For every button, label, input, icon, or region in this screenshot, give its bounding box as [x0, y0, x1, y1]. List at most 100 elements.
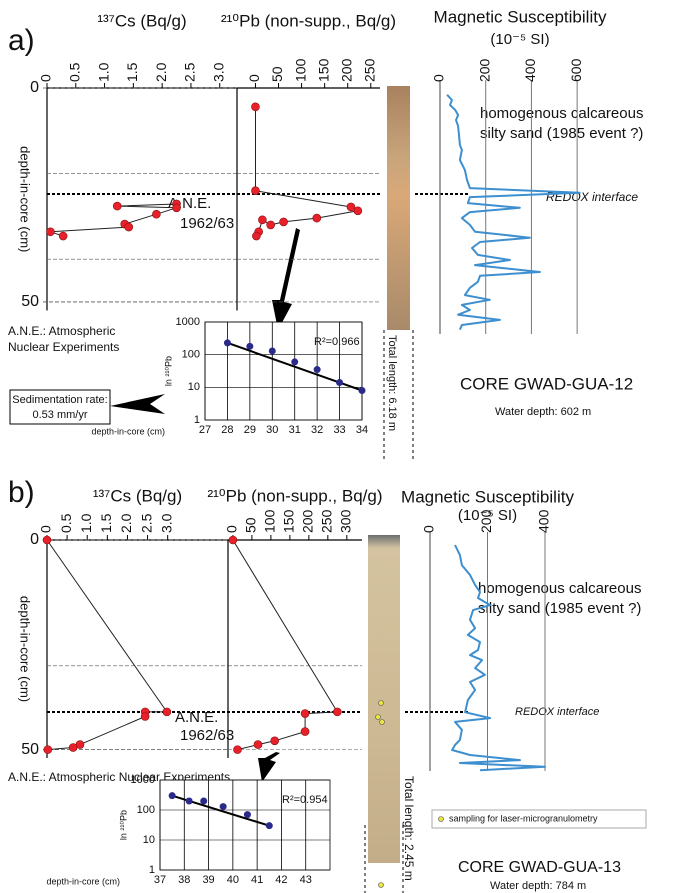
core-name: CORE GWAD-GUA-12: [460, 374, 633, 393]
data-point: [291, 358, 299, 366]
x-tick-label: 0: [421, 525, 437, 533]
x-tick-label: 1.5: [98, 513, 114, 533]
x-tick-label: 0: [38, 74, 54, 82]
data-point: [46, 227, 55, 237]
x-tick-label: 600: [568, 58, 584, 82]
x-tick-label: 30: [266, 424, 278, 436]
ane-date: 1962/63: [180, 215, 234, 232]
data-point: [223, 339, 231, 347]
y-tick-label: 10: [143, 834, 155, 846]
x-tick-label: 250: [361, 58, 377, 82]
core-photo: [368, 535, 400, 863]
arrow: [272, 228, 300, 330]
x-tick-label: 250: [319, 509, 335, 533]
data-point: [353, 206, 363, 216]
chart-title: ¹³⁷Cs (Bq/g): [93, 486, 182, 505]
plot-frame: [204, 321, 363, 421]
sed-rate: 0.53 mm/yr: [32, 409, 87, 421]
data-point: [336, 379, 344, 387]
data-point: [246, 342, 254, 350]
legend-marker: [438, 816, 444, 822]
data-point: [313, 366, 321, 374]
chart-title: ²¹⁰Pb (non-supp., Bq/g): [221, 11, 396, 30]
data-point: [358, 386, 366, 394]
x-tick-label: 34: [356, 424, 368, 436]
sed-rate-box: [9, 389, 111, 425]
sample-dot: [378, 882, 384, 888]
y-tick-label: 10: [188, 381, 200, 393]
x-tick-label: 100: [292, 58, 308, 82]
x-tick-label: 3.0: [210, 62, 226, 82]
x-tick-label: 200: [338, 58, 354, 82]
x-axis-label: depth-in-core (cm): [91, 426, 165, 436]
chart-title: ¹³⁷Cs (Bq/g): [97, 11, 186, 30]
x-tick-label: 50: [243, 517, 259, 533]
data-point: [43, 745, 53, 754]
x-tick-label: 39: [202, 874, 214, 886]
unit-note: silty sand (1985 event ?): [480, 125, 643, 142]
x-tick-label: 41: [251, 874, 263, 886]
data-point: [279, 217, 288, 227]
ane-note: Nuclear Experiments: [8, 340, 119, 354]
x-tick-label: 150: [315, 58, 331, 82]
unit-note: silty sand (1985 event ?): [478, 600, 641, 617]
data-point: [200, 797, 208, 805]
x-tick-label: 2.0: [153, 62, 169, 82]
x-tick-label: 43: [300, 874, 312, 886]
x-tick-label: 28: [221, 424, 233, 436]
data-point: [152, 209, 161, 219]
x-tick-label: 0: [246, 74, 262, 82]
x-tick-label: 37: [154, 874, 166, 886]
total-length: Total length: 2.45 m: [402, 776, 416, 881]
core-photo: [387, 86, 410, 330]
x-tick-label: 1.0: [78, 513, 94, 533]
x-tick-label: 200: [476, 58, 492, 82]
sed-rate: Sedimentation rate:: [12, 394, 107, 406]
x-axis-label: depth-in-core (cm): [46, 876, 120, 886]
y-tick-label: 50: [21, 741, 39, 758]
y-tick-label: 0: [30, 531, 39, 548]
ane-label: A.N.E.: [175, 709, 218, 726]
data-point: [162, 707, 172, 717]
x-tick-label: 0.5: [58, 513, 74, 533]
x-tick-label: 400: [522, 58, 538, 82]
x-tick-label: 2.0: [118, 513, 134, 533]
data-point: [68, 743, 78, 752]
ane-note: A.N.E.: Atmospheric: [8, 324, 115, 338]
total-length: Total length: 6.18 m: [386, 335, 398, 431]
panel-label: a): [8, 24, 35, 57]
x-tick-label: 200: [478, 509, 494, 533]
x-tick-label: 0: [431, 74, 447, 82]
annotation: R²=0.966: [314, 336, 360, 348]
x-tick-label: 40: [227, 874, 239, 886]
y-axis-label: depth-in-core (cm): [18, 596, 33, 702]
data-line: [446, 94, 581, 331]
data-point: [252, 231, 261, 241]
unit-note: homogenous calcareous: [478, 580, 641, 597]
data-line: [451, 544, 546, 772]
x-tick-label: 42: [275, 874, 287, 886]
sample-dot: [375, 714, 381, 720]
data-point: [228, 535, 238, 545]
chart-subtitle: (10⁻⁵ SI): [458, 507, 517, 524]
data-point: [258, 215, 267, 225]
core-name: CORE GWAD-GUA-13: [458, 859, 621, 876]
x-tick-label: 50: [269, 66, 285, 82]
arrow: [110, 394, 165, 414]
data-point: [265, 822, 273, 830]
water-depth: Water depth: 784 m: [490, 880, 586, 892]
data-point: [333, 707, 342, 717]
data-point: [266, 220, 275, 230]
data-point: [124, 222, 134, 232]
data-point: [346, 202, 356, 212]
x-tick-label: 2.5: [182, 62, 198, 82]
x-tick-label: 27: [199, 424, 211, 436]
data-point: [172, 203, 181, 213]
y-tick-label: 0: [30, 79, 39, 96]
data-point: [42, 535, 52, 545]
data-point: [168, 792, 176, 800]
y-tick-label: 1: [194, 414, 200, 426]
data-point: [270, 736, 279, 746]
data-point: [233, 745, 242, 754]
y-axis-label: ln ²¹⁰Pb: [163, 356, 173, 386]
